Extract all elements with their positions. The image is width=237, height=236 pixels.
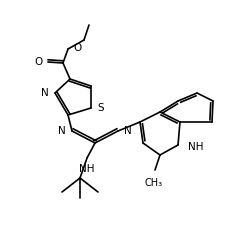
Text: O: O: [35, 57, 43, 67]
Text: N: N: [41, 88, 49, 98]
Text: N: N: [58, 126, 66, 136]
Text: N: N: [124, 126, 132, 136]
Text: NH: NH: [79, 164, 95, 174]
Text: O: O: [73, 43, 81, 53]
Text: CH₃: CH₃: [145, 178, 163, 188]
Text: S: S: [97, 103, 104, 113]
Text: NH: NH: [188, 142, 204, 152]
